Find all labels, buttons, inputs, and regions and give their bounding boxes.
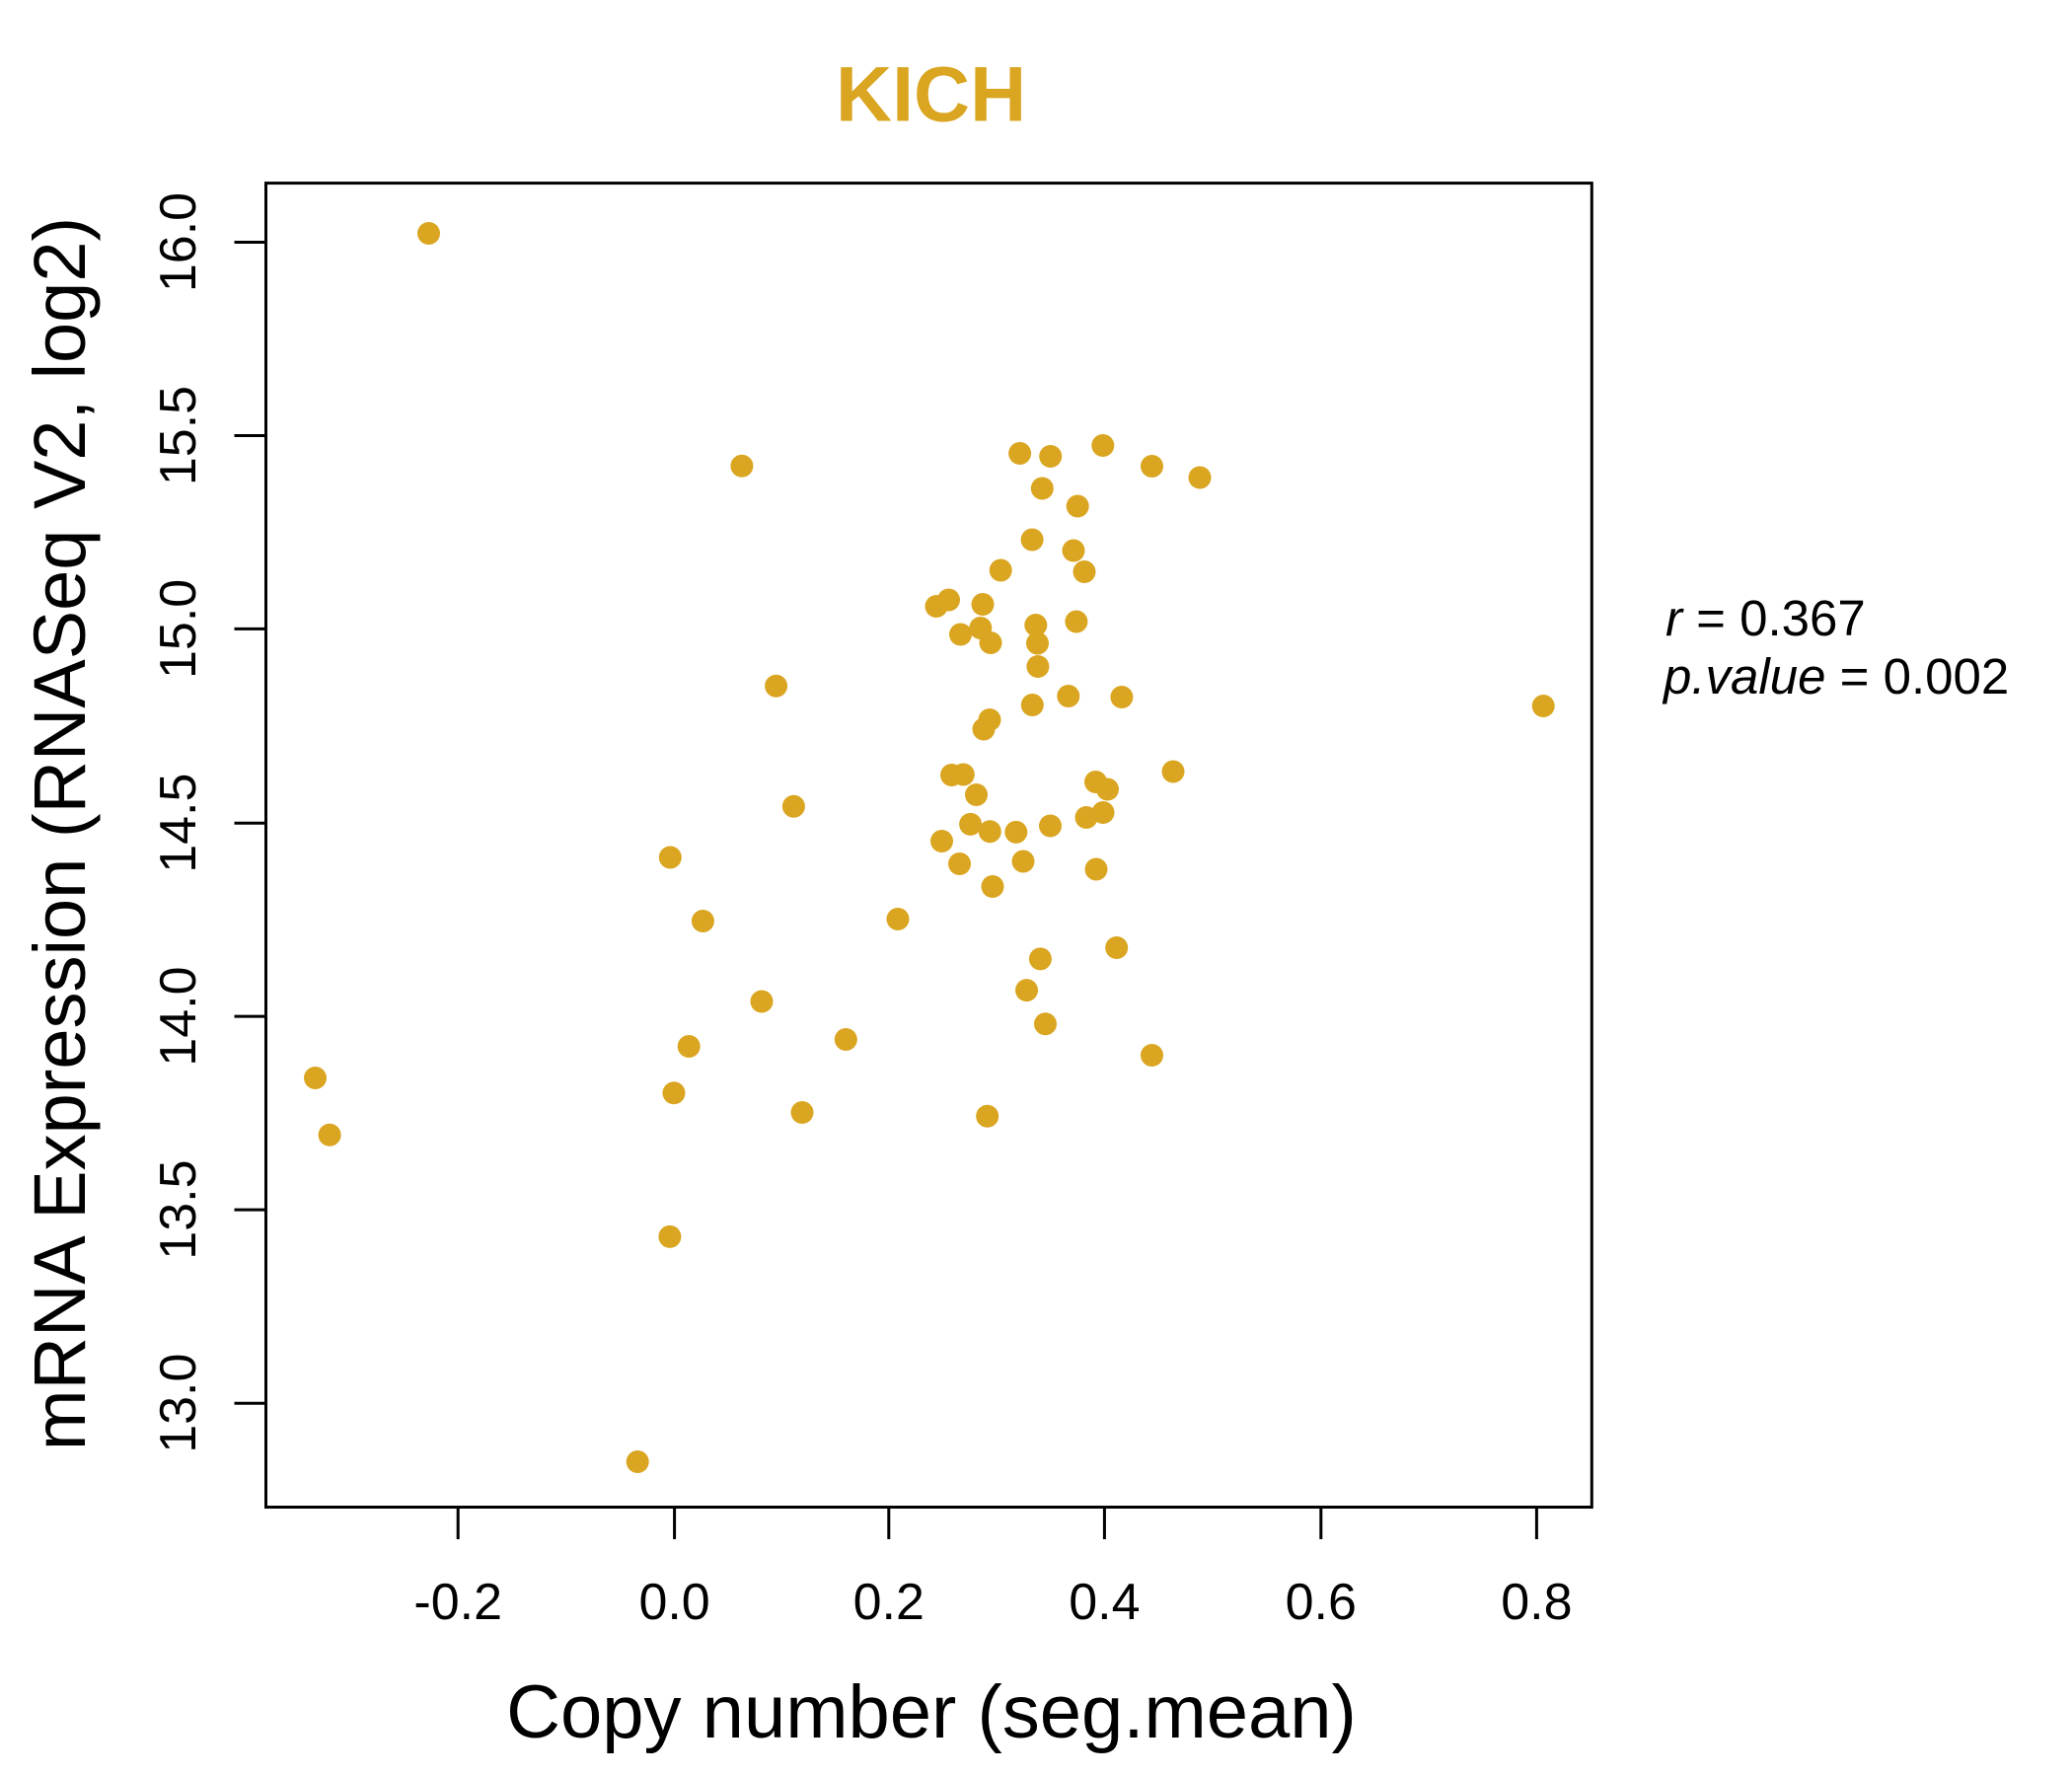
svg-text:13.0: 13.0: [150, 1354, 207, 1453]
svg-text:p.value = 0.002: p.value = 0.002: [1662, 648, 2009, 704]
svg-text:-0.2: -0.2: [413, 1574, 502, 1631]
svg-text:14.0: 14.0: [150, 966, 207, 1066]
svg-text:Copy number (seg.mean): Copy number (seg.mean): [506, 1670, 1357, 1754]
svg-text:14.5: 14.5: [150, 774, 207, 873]
svg-text:0.2: 0.2: [853, 1574, 925, 1631]
svg-text:0.4: 0.4: [1069, 1574, 1140, 1631]
svg-text:16.0: 16.0: [150, 192, 207, 292]
svg-text:15.0: 15.0: [150, 579, 207, 679]
svg-text:KICH: KICH: [836, 50, 1026, 138]
svg-text:0.0: 0.0: [638, 1574, 709, 1631]
svg-text:0.6: 0.6: [1286, 1574, 1357, 1631]
svg-text:mRNA Expression (RNASeq V2, lo: mRNA Expression (RNASeq V2, log2): [19, 217, 101, 1450]
svg-text:15.5: 15.5: [150, 386, 207, 485]
svg-text:13.5: 13.5: [150, 1159, 207, 1259]
svg-text:r = 0.367: r = 0.367: [1665, 590, 1866, 646]
svg-text:0.8: 0.8: [1501, 1574, 1572, 1631]
